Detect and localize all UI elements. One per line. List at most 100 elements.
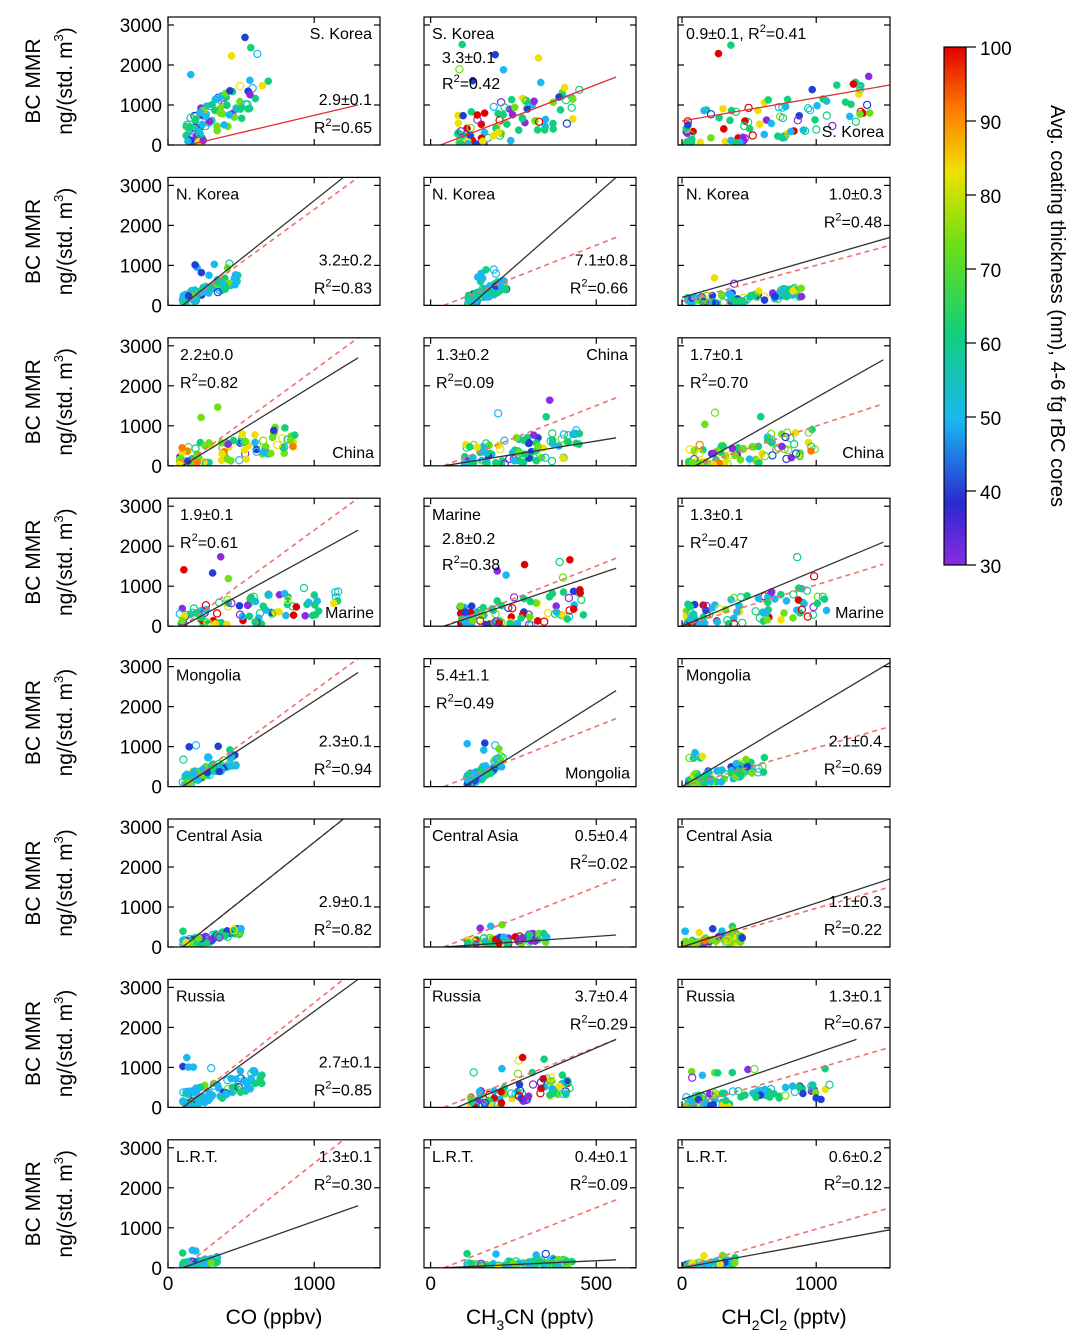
r2-label: R2=0.12: [824, 1174, 882, 1194]
fit-line: [182, 357, 359, 466]
data-point: [560, 83, 569, 92]
x-tick-label: 0: [425, 1274, 436, 1295]
data-point: [717, 778, 726, 786]
data-point: [812, 1094, 820, 1102]
r2-label: R2=0.85: [314, 1079, 372, 1099]
data-point: [282, 611, 290, 620]
data-point: [502, 571, 510, 579]
data-point: [707, 134, 715, 142]
r2-label: R2=0.94: [314, 759, 372, 779]
panel-china-col2: China 1.3±0.2 R2=0.09: [423, 337, 637, 467]
data-point: [534, 117, 544, 127]
colorbar-title: Avg. coating thickness (nm), 4-6 fg rBC …: [1046, 105, 1068, 507]
y-tick-label: 2000: [120, 56, 162, 77]
panel-l-r-t-col3: 0 1000 L.R.T. 0.6±0.2 R2=0.12: [677, 1139, 891, 1295]
data-point: [179, 927, 187, 936]
data-point: [502, 120, 511, 128]
data-point: [454, 119, 463, 127]
data-point: [774, 132, 782, 140]
reference-fit-line: [695, 403, 884, 466]
plot-frame: [167, 1139, 381, 1269]
data-point: [782, 428, 792, 437]
reference-fit-line: [443, 717, 617, 787]
region-label: L.R.T.: [686, 1149, 728, 1166]
data-point: [280, 589, 289, 598]
fit-line: [443, 934, 617, 947]
data-point: [489, 131, 498, 140]
data-point: [483, 460, 491, 466]
data-point: [805, 105, 815, 115]
data-point: [688, 1101, 697, 1108]
fit-line: [681, 1038, 857, 1101]
panels-grid: 0 1000 2000 3000 S. Korea 2.9±0.1 R2=0.65 BC MM…: [22, 16, 891, 1333]
scatter-points: [178, 924, 245, 947]
data-point: [728, 1068, 737, 1077]
data-point: [492, 1250, 500, 1258]
data-point: [791, 428, 800, 437]
reference-fit-line: [681, 563, 884, 627]
data-point: [778, 442, 786, 451]
reference-fit-line: [681, 1207, 890, 1268]
data-point: [197, 413, 205, 422]
data-point: [797, 292, 806, 301]
data-point: [720, 125, 728, 133]
r2-label: R2=0.29: [570, 1013, 628, 1033]
plot-frame: [167, 657, 381, 788]
data-point: [194, 1092, 203, 1102]
data-point: [237, 114, 246, 123]
fit-line: [443, 567, 617, 627]
data-point: [534, 442, 542, 451]
y-tick-label: 3000: [120, 176, 162, 197]
reference-fit-line: [443, 557, 617, 627]
data-point: [808, 85, 817, 94]
data-point: [731, 297, 739, 306]
r2-label: R2=0.65: [314, 117, 372, 137]
data-point: [178, 1249, 187, 1257]
r2-label: R2=0.22: [824, 919, 882, 939]
y-tick-label: 1000: [120, 1058, 162, 1079]
panel-central-asia-col2: Central Asia 0.5±0.4 R2=0.02: [423, 818, 637, 948]
data-point: [463, 938, 472, 947]
x-tick-label: 1000: [795, 1274, 837, 1295]
data-point: [522, 1095, 531, 1105]
data-point: [500, 436, 509, 445]
colorbar-tick-label: 70: [980, 261, 1001, 282]
data-point: [468, 76, 477, 85]
slope-label: 1.0±0.3: [829, 186, 882, 203]
data-point: [778, 285, 788, 294]
data-point: [549, 119, 557, 128]
fit-line: [469, 177, 617, 306]
data-point: [453, 129, 463, 138]
data-point: [513, 1069, 523, 1079]
y-tick-label: 3000: [120, 1139, 162, 1160]
plot-frame: [167, 176, 381, 306]
data-point: [216, 553, 225, 561]
r2-label: R2=0.66: [570, 277, 628, 297]
data-point: [540, 1055, 548, 1063]
data-point: [751, 607, 760, 616]
y-tick-label: 1000: [120, 738, 162, 759]
data-point: [700, 106, 708, 115]
region-label: Russia: [432, 988, 481, 1005]
reference-fit-line: [182, 1139, 344, 1268]
region-label: Mongolia: [176, 668, 241, 685]
panel-central-asia-col1: 0 1000 2000 3000 Central Asia 2.9±0.1 R2=0.82 B…: [22, 818, 381, 959]
plot-frame: [423, 497, 637, 627]
data-point: [205, 117, 214, 126]
panel-s-korea-col3: S. Korea 0.9±0.1, R2=0.41: [677, 16, 891, 146]
data-point: [818, 592, 828, 602]
scatter-points: [456, 556, 588, 627]
data-point: [507, 95, 516, 104]
slope-label: 3.2±0.2: [319, 252, 372, 269]
y-tick-label: 3000: [120, 658, 162, 679]
data-point: [493, 567, 502, 575]
y-tick-label: 3000: [120, 497, 162, 518]
data-point: [548, 429, 557, 438]
data-point: [456, 602, 465, 610]
plot-frame: [423, 1139, 637, 1269]
data-point: [268, 433, 277, 442]
data-point: [695, 449, 704, 458]
data-point: [533, 126, 542, 134]
data-point: [197, 268, 206, 277]
